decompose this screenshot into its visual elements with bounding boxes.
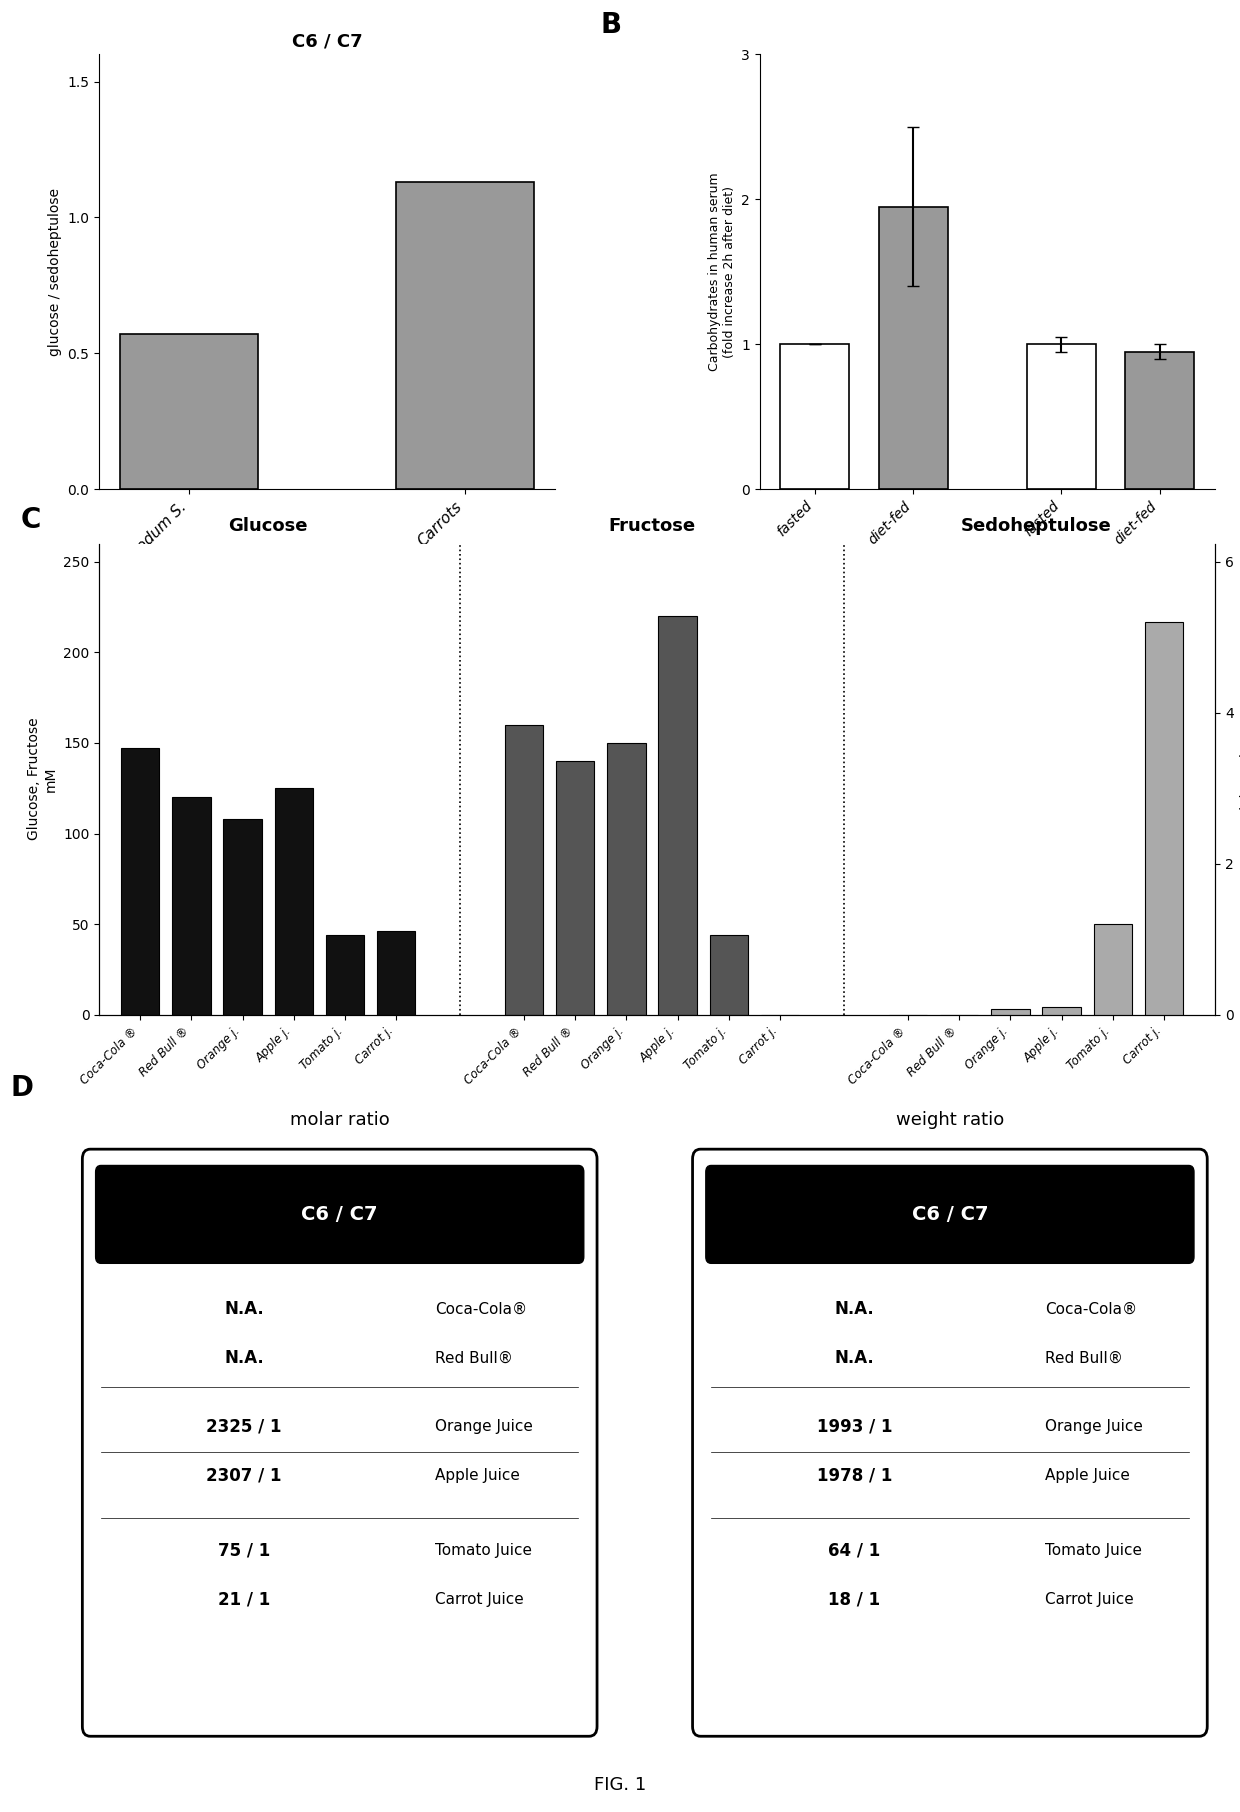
Text: 2307 / 1: 2307 / 1 — [206, 1466, 281, 1484]
Bar — [377, 931, 415, 1015]
Text: Apple Juice: Apple Juice — [1045, 1468, 1131, 1482]
Bar — [1145, 622, 1183, 1015]
Text: Orange Juice: Orange Juice — [1045, 1419, 1143, 1433]
Bar — [709, 935, 748, 1015]
Bar — [172, 797, 211, 1015]
Y-axis label: Carbohydrates in human serum
(fold increase 2h after diet): Carbohydrates in human serum (fold incre… — [708, 172, 735, 371]
Text: B: B — [600, 11, 621, 38]
Text: 1978 / 1: 1978 / 1 — [817, 1466, 892, 1484]
Text: N.A.: N.A. — [835, 1348, 874, 1366]
Bar — [1027, 344, 1096, 489]
Bar — [326, 935, 365, 1015]
Text: C6 / C7: C6 / C7 — [301, 1205, 378, 1223]
Text: Red Bull®: Red Bull® — [1045, 1350, 1123, 1366]
Text: 18 / 1: 18 / 1 — [828, 1591, 880, 1609]
Bar — [556, 761, 594, 1015]
FancyBboxPatch shape — [95, 1165, 584, 1263]
Bar — [120, 333, 258, 489]
Y-axis label: glucose / sedoheptulose: glucose / sedoheptulose — [48, 188, 62, 355]
Text: C: C — [21, 506, 41, 535]
Bar — [396, 183, 534, 489]
Bar — [1043, 1007, 1081, 1015]
Bar — [505, 725, 543, 1015]
Text: N.A.: N.A. — [224, 1348, 264, 1366]
Text: N.A.: N.A. — [224, 1299, 264, 1317]
Bar — [223, 819, 262, 1015]
Text: Glucose: Glucose — [228, 516, 308, 535]
Bar — [1126, 352, 1194, 489]
Bar — [274, 788, 312, 1015]
Bar — [879, 207, 949, 489]
Text: 75 / 1: 75 / 1 — [218, 1542, 270, 1560]
FancyBboxPatch shape — [693, 1149, 1208, 1736]
Text: 21 / 1: 21 / 1 — [218, 1591, 270, 1609]
Y-axis label: Glucose, Fructose
mM: Glucose, Fructose mM — [27, 718, 57, 841]
Bar — [122, 748, 160, 1015]
Text: Coca-Cola®: Coca-Cola® — [435, 1301, 527, 1317]
Text: Gluc.: Gluc. — [1138, 611, 1174, 625]
Title: C6 / C7: C6 / C7 — [291, 33, 362, 51]
Text: Sedoheptulose: Sedoheptulose — [961, 516, 1111, 535]
Text: 2325 / 1: 2325 / 1 — [206, 1417, 281, 1435]
Text: Tomato Juice: Tomato Juice — [1045, 1542, 1142, 1558]
Bar — [1094, 924, 1132, 1015]
FancyBboxPatch shape — [706, 1165, 1194, 1263]
Text: weight ratio: weight ratio — [895, 1111, 1004, 1129]
Text: Carrot Juice: Carrot Juice — [1045, 1591, 1135, 1607]
Text: Tomato Juice: Tomato Juice — [435, 1542, 532, 1558]
Text: Red Bull®: Red Bull® — [435, 1350, 513, 1366]
Text: FIG. 1: FIG. 1 — [594, 1776, 646, 1794]
Text: 64 / 1: 64 / 1 — [828, 1542, 880, 1560]
Bar — [780, 344, 849, 489]
Text: molar ratio: molar ratio — [290, 1111, 389, 1129]
Text: Carrot Juice: Carrot Juice — [435, 1591, 525, 1607]
Text: N.A.: N.A. — [835, 1299, 874, 1317]
Text: 1993 / 1: 1993 / 1 — [817, 1417, 892, 1435]
Text: Orange Juice: Orange Juice — [435, 1419, 533, 1433]
FancyBboxPatch shape — [82, 1149, 596, 1736]
Bar — [608, 743, 646, 1015]
Text: C6 / C7: C6 / C7 — [911, 1205, 988, 1223]
Bar — [658, 616, 697, 1015]
Bar — [991, 1009, 1029, 1015]
Text: D: D — [11, 1075, 33, 1102]
Text: Coca-Cola®: Coca-Cola® — [1045, 1301, 1137, 1317]
Text: Fructose: Fructose — [609, 516, 696, 535]
Text: Sedo.: Sedo. — [968, 611, 1007, 625]
Text: Apple Juice: Apple Juice — [435, 1468, 520, 1482]
